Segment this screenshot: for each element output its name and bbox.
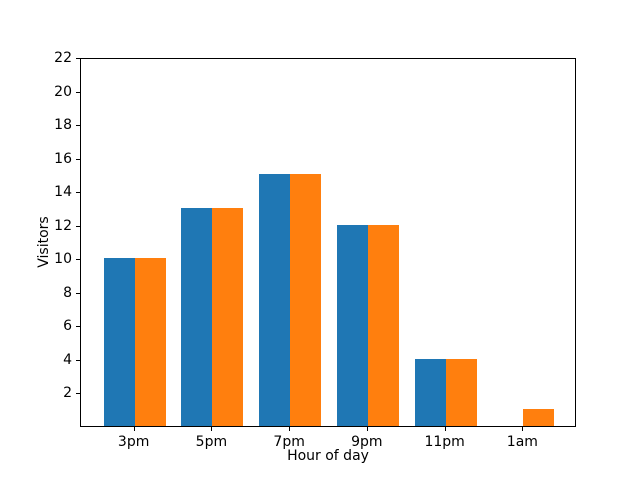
y-tick-label: 14 (54, 184, 72, 201)
y-tick-label: 20 (54, 83, 72, 100)
x-tick-label: 1am (506, 434, 538, 450)
y-tick-label: 4 (63, 351, 72, 368)
y-tick-mark (76, 58, 80, 59)
bar-3pm-series-orange (134, 258, 166, 426)
y-tick-label: 22 (54, 50, 72, 66)
bar-5pm-series-blue (181, 207, 213, 426)
bar-11pm-series-orange (445, 358, 477, 426)
bar-3pm-series-blue (103, 258, 135, 426)
x-tick-mark (522, 427, 524, 431)
x-axis-label: Hour of day (287, 448, 369, 464)
x-tick-label: 3pm (117, 434, 150, 450)
plot-area (80, 58, 576, 427)
y-tick-label: 10 (54, 251, 72, 268)
x-tick-mark (444, 427, 446, 431)
y-tick-mark (76, 292, 80, 294)
y-tick-mark (76, 225, 80, 227)
x-tick-label: 7pm (273, 434, 305, 450)
x-tick-label: 5pm (195, 434, 228, 450)
bar-7pm-series-blue (259, 174, 291, 426)
bar-9pm-series-orange (367, 224, 399, 426)
bar-1am-series-orange (523, 409, 555, 426)
x-tick-mark (211, 427, 213, 431)
x-tick-label: 9pm (351, 434, 383, 450)
bar-7pm-series-orange (290, 174, 322, 426)
x-tick-label: 11pm (424, 434, 465, 450)
y-tick-mark (76, 192, 80, 194)
y-tick-label: 8 (63, 284, 72, 301)
y-tick-label: 12 (54, 217, 72, 234)
y-tick-mark (76, 326, 80, 328)
y-tick-label: 6 (63, 318, 72, 335)
y-tick-mark (76, 91, 80, 93)
y-tick-mark (76, 393, 80, 395)
y-tick-mark (76, 359, 80, 361)
bar-9pm-series-blue (336, 224, 368, 426)
y-tick-mark (76, 125, 80, 127)
y-tick-label: 2 (63, 385, 72, 402)
y-tick-mark (76, 259, 80, 261)
bar-11pm-series-blue (414, 358, 446, 426)
y-tick-label: 18 (54, 117, 72, 134)
y-tick-label: 16 (54, 150, 72, 167)
x-tick-mark (366, 427, 368, 431)
y-tick-mark (76, 158, 80, 160)
bar-5pm-series-orange (212, 207, 244, 426)
x-tick-mark (133, 427, 135, 431)
x-tick-mark (289, 427, 291, 431)
